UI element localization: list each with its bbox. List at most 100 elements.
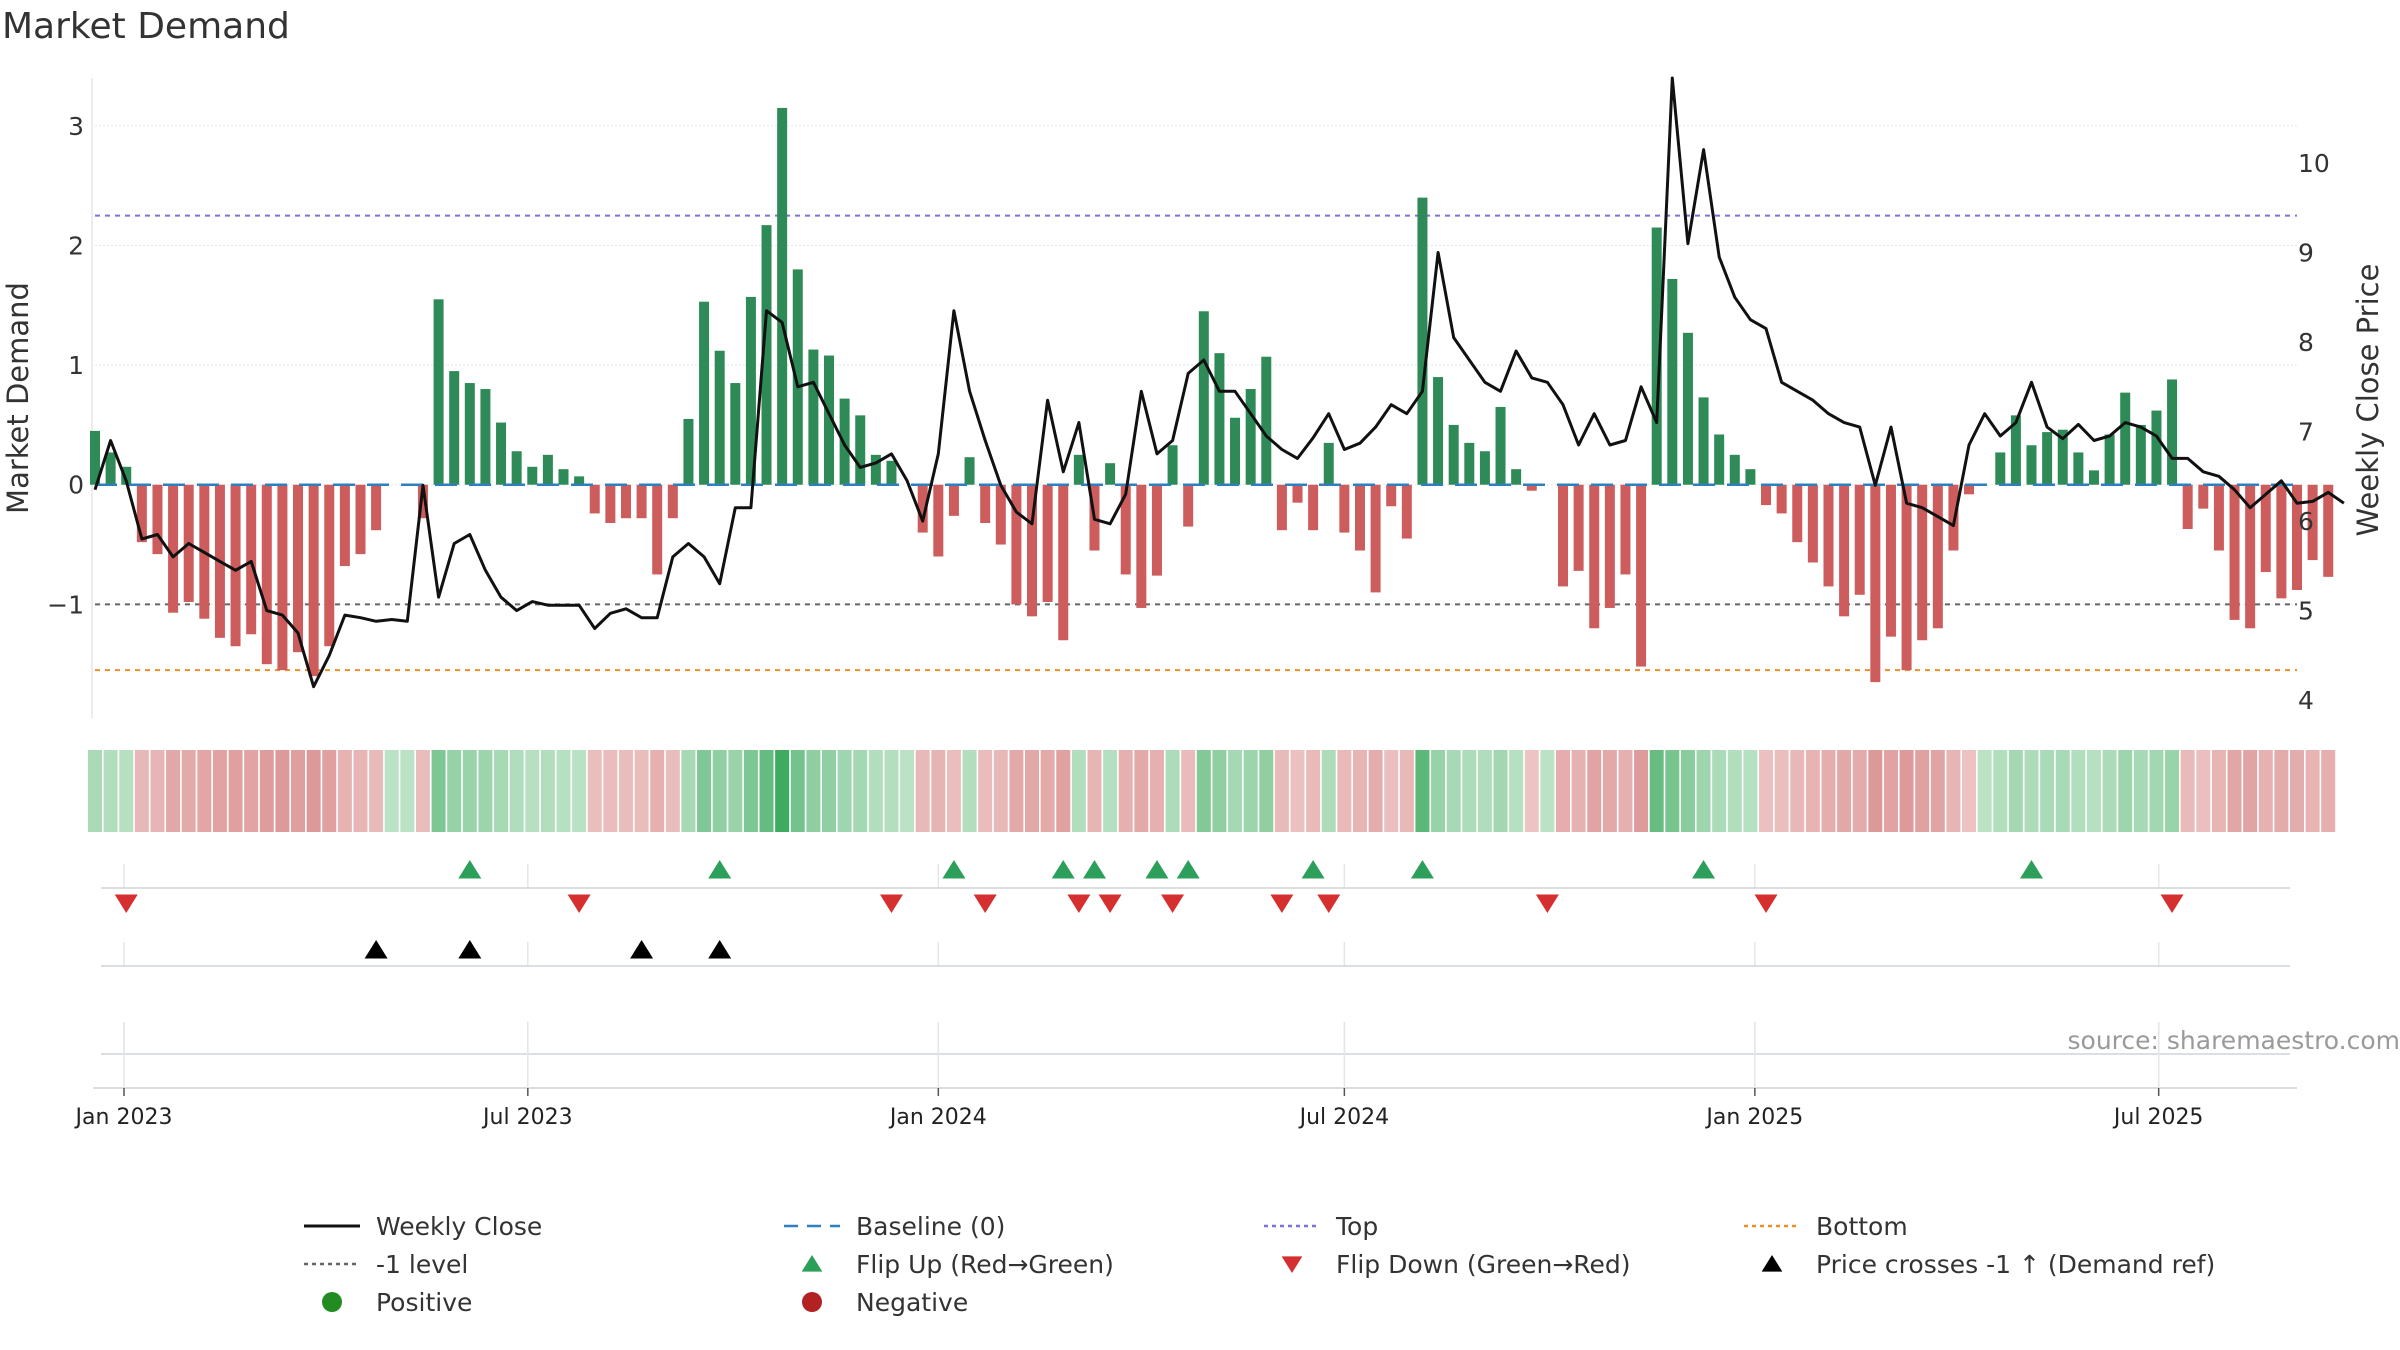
heat-cell [1352, 750, 1367, 832]
heat-cell [884, 750, 899, 832]
heat-cell [1087, 750, 1102, 832]
heat-cell [353, 750, 368, 832]
demand-bar [605, 484, 616, 524]
demand-bar [714, 350, 725, 485]
heat-cell [1399, 750, 1414, 832]
heat-cell [2008, 750, 2023, 832]
heat-cell [1602, 750, 1617, 832]
demand-bar [2057, 429, 2068, 485]
heat-cell [1946, 750, 1961, 832]
heat-cell [1805, 750, 1820, 832]
demand-bar [1667, 278, 1678, 485]
demand-bar [1042, 484, 1053, 602]
right-tick-label: 8 [2298, 328, 2314, 357]
demand-bar [683, 418, 694, 485]
heat-cell [2274, 750, 2289, 832]
heat-cell [1212, 750, 1227, 832]
demand-bar [1870, 484, 1881, 683]
demand-bar [1620, 484, 1631, 575]
heat-cell [900, 750, 915, 832]
demand-bar [761, 225, 772, 485]
demand-bar [1464, 442, 1475, 485]
heat-cell [759, 750, 774, 832]
demand-bar [542, 454, 553, 485]
demand-bar [1433, 377, 1444, 485]
demand-bar [433, 299, 444, 485]
heat-cell [1774, 750, 1789, 832]
x-tick-label: Jul 2024 [1298, 1105, 1390, 1130]
heat-cell [494, 750, 509, 832]
demand-bar [261, 484, 272, 665]
demand-bar [2151, 410, 2162, 485]
heat-cell [1118, 750, 1133, 832]
demand-bar [1761, 484, 1772, 506]
demand-bar [1073, 454, 1084, 485]
demand-bar [1682, 332, 1693, 485]
demand-bar [2323, 484, 2334, 577]
heat-cell [2321, 750, 2336, 832]
demand-bar [1230, 417, 1241, 485]
heat-cell [1883, 750, 1898, 832]
heat-cell [2290, 750, 2304, 832]
heat-cell [228, 750, 243, 832]
flip-up-marker [1410, 860, 1434, 879]
heat-cell [915, 750, 930, 832]
heat-cell [1977, 750, 1992, 832]
demand-bar [777, 107, 788, 485]
heat-cell [1446, 750, 1461, 832]
heat-cell [931, 750, 946, 832]
demand-bar [730, 383, 741, 485]
demand-bar [2120, 392, 2131, 485]
heat-cell [275, 750, 290, 832]
demand-bar [464, 383, 475, 485]
demand-bar [277, 484, 288, 671]
demand-bar [1261, 356, 1272, 485]
source-note: source: sharemaestro.com [2067, 1026, 2400, 1055]
heat-cell [1915, 750, 1930, 832]
heat-cell [1165, 750, 1180, 832]
heat-cell [1556, 750, 1570, 832]
heat-cell [1993, 750, 2008, 832]
right-tick-label: 6 [2298, 507, 2314, 536]
chart-title: Market Demand [2, 6, 290, 47]
heat-cell [291, 750, 306, 832]
demand-bar [699, 301, 710, 485]
demand-bar [449, 371, 460, 485]
heat-cell [2118, 750, 2133, 832]
legend-label: Bottom [1816, 1211, 1908, 1241]
legend-label: -1 level [376, 1249, 469, 1279]
flip-up-marker [1692, 860, 1716, 879]
left-tick-label: 2 [68, 231, 84, 260]
demand-bar [1651, 227, 1662, 485]
heat-cell [1243, 750, 1258, 832]
demand-bar [2073, 452, 2084, 485]
demand-bar [1823, 484, 1834, 587]
demand-bar [886, 460, 897, 485]
demand-bar [2026, 445, 2037, 485]
demand-bar [1058, 484, 1069, 641]
demand-bar [1323, 442, 1334, 485]
legend-label: Flip Up (Red→Green) [856, 1249, 1114, 1279]
demand-bar [620, 484, 631, 519]
legend-swatch [1260, 1208, 1324, 1244]
heat-cell [509, 750, 524, 832]
demand-bar [1839, 484, 1850, 617]
heat-cell [103, 750, 118, 832]
heat-cell [431, 750, 446, 832]
x-tick-label: Jan 2023 [74, 1105, 173, 1130]
legend-swatch [300, 1246, 364, 1282]
heat-cell [572, 750, 587, 832]
heat-cell [728, 750, 743, 832]
legend-item: -1 level [300, 1246, 468, 1282]
demand-bar [1448, 424, 1459, 485]
heat-cell [1743, 750, 1758, 832]
heat-cell [134, 750, 149, 832]
heat-cell [525, 750, 540, 832]
demand-bar [2245, 484, 2256, 629]
demand-bar [636, 484, 647, 519]
legend-label: Baseline (0) [856, 1211, 1006, 1241]
demand-bar [1120, 484, 1131, 575]
demand-bar [246, 484, 257, 635]
heat-cell [2040, 750, 2055, 832]
demand-bar [1167, 445, 1178, 485]
